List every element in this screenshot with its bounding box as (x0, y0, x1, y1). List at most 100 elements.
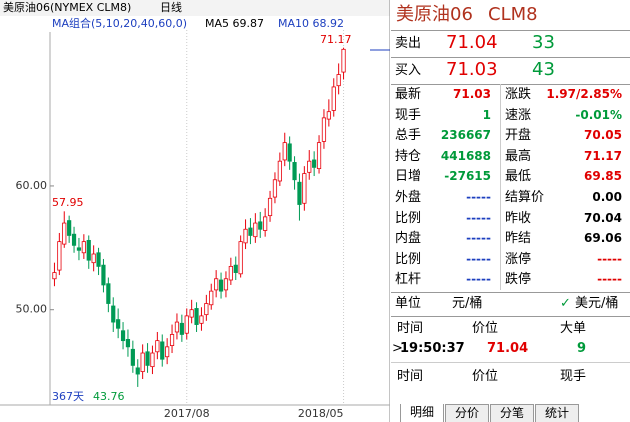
candle-body (116, 319, 121, 329)
stat-label: 杠杆 (395, 272, 422, 288)
candle-body (57, 241, 62, 271)
stat-label: 涨跌 (505, 87, 532, 102)
annotation: 43.76 (93, 390, 125, 403)
stat-label: 外盘 (395, 190, 422, 205)
tick-price: 71.04 (487, 341, 529, 356)
stat-value: 70.05 (584, 128, 622, 143)
stat-label: 结算价 (505, 190, 545, 205)
tick-time: 19:50:37 (400, 341, 465, 356)
candle-body (282, 142, 287, 161)
candle-body (150, 352, 155, 368)
candle-body (292, 162, 297, 181)
stat-value: ----- (597, 251, 622, 266)
column-divider (500, 84, 501, 290)
ask-price: 71.04 (446, 32, 498, 53)
col-header: 大单 (560, 321, 587, 336)
stat-value: 69.06 (584, 231, 622, 246)
tab[interactable]: 明细 (400, 404, 444, 422)
candle-body (267, 197, 273, 217)
candle-body (179, 322, 184, 335)
candle-body (248, 227, 253, 236)
stat-label: 开盘 (505, 128, 532, 144)
stat-label: 总手 (395, 128, 422, 144)
candle-body (62, 222, 67, 245)
candle-body (145, 351, 150, 366)
candle-body (91, 253, 96, 264)
candle-body (174, 321, 180, 333)
candle-body (135, 367, 140, 375)
col-header: 价位 (472, 321, 499, 336)
stat-label: 最低 (505, 169, 532, 185)
candle-body (140, 352, 145, 372)
quote-code: CLM8 (488, 4, 538, 25)
candle-body (316, 142, 322, 170)
ma-label: MA5 69.87 (205, 17, 264, 30)
tab[interactable]: 分笔 (490, 404, 534, 422)
candle-body (52, 272, 57, 280)
stat-label: 比例 (395, 251, 422, 267)
stat-value: 236667 (440, 128, 491, 143)
bid-label: 买入 (395, 63, 422, 78)
x-tick-label: 2018/05 (298, 407, 344, 420)
candle-body (81, 241, 86, 254)
tab[interactable]: 分价 (445, 404, 489, 422)
stat-value: ----- (466, 272, 491, 287)
candle-body (199, 315, 204, 324)
unit-alt[interactable]: 美元/桶 (575, 296, 619, 311)
stat-label: 速涨 (505, 107, 532, 123)
stat-value: 1 (482, 107, 491, 122)
stat-label: 内盘 (395, 231, 422, 247)
candle-body (96, 252, 101, 267)
candle-body (287, 143, 292, 162)
separator (391, 30, 630, 31)
candle-body (341, 48, 346, 73)
stat-label: 日增 (395, 169, 422, 185)
stat-label: 最高 (505, 148, 532, 164)
candle-body (218, 279, 224, 292)
stat-label: 最新 (395, 87, 422, 102)
candle-body (228, 265, 233, 281)
tick-volume: 9 (577, 341, 587, 356)
stat-label: 持仓 (395, 148, 422, 164)
candle-body (165, 346, 170, 358)
candle-body (326, 111, 331, 120)
candle-body (223, 278, 229, 291)
candle-body (120, 330, 126, 342)
candle-body (125, 339, 131, 348)
stat-label: 现手 (395, 107, 422, 123)
col-header: 时间 (397, 321, 424, 336)
period: 日线 (160, 0, 182, 14)
x-tick-label: 2017/08 (164, 407, 210, 420)
candle-body (312, 159, 317, 168)
candle-body (233, 264, 238, 273)
candle-body (302, 173, 307, 204)
annotation: 367天 (52, 390, 84, 403)
stat-label: 昨收 (505, 210, 532, 226)
indicator-label[interactable]: MA组合(5,10,20,40,60,0) (52, 16, 187, 30)
title-bar (0, 0, 390, 16)
candle-body (189, 309, 194, 318)
stat-label: 比例 (395, 210, 422, 226)
bid-price: 71.03 (446, 59, 498, 80)
col-header: 现手 (560, 369, 587, 384)
stat-value: -27615 (444, 169, 491, 184)
chart: 美原油06(NYMEX CLM8) 日线 MA组合(5,10,20,40,60,… (0, 0, 390, 422)
window-title: 美原油06(NYMEX CLM8) (3, 0, 131, 14)
check[interactable]: ✓ (560, 296, 571, 311)
candle-body (194, 308, 199, 325)
candle-body (111, 305, 116, 323)
ask-volume: 33 (532, 32, 555, 53)
ask-label: 卖出 (395, 36, 422, 51)
candle-body (130, 348, 135, 366)
col-header: 价位 (472, 369, 499, 384)
tab[interactable]: 统计 (535, 404, 579, 422)
candle-body (297, 181, 302, 205)
candle-body (272, 179, 278, 198)
candle-body (209, 290, 214, 306)
candle-body (86, 239, 91, 261)
stat-value: 0.00 (592, 190, 622, 204)
candle-body (336, 74, 341, 87)
stat-value: 69.85 (584, 169, 622, 184)
stat-value: ----- (466, 190, 491, 204)
